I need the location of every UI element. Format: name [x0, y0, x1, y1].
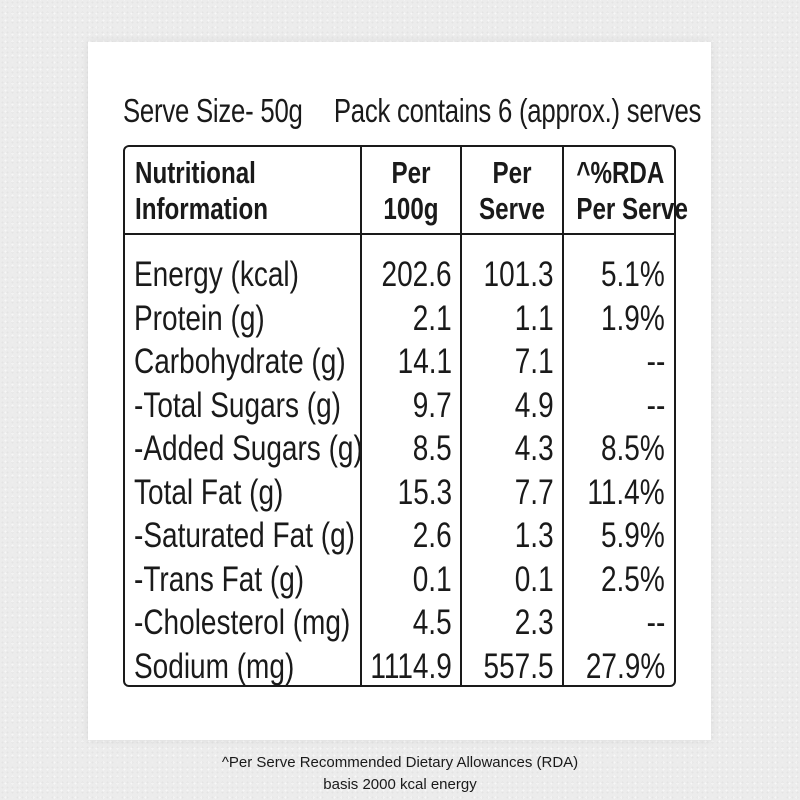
per-100g-value: 15.3	[397, 472, 453, 512]
per-serve-value: 1.1	[515, 298, 554, 338]
per-serve-value: 101.3	[483, 255, 554, 294]
per-serve-value: 0.1	[515, 559, 554, 599]
nutrient-name: Energy (kcal)	[134, 255, 299, 294]
per-100g-value: 0.1	[413, 559, 452, 599]
table-row: Energy (kcal) 202.6 101.3 5.1%	[125, 255, 674, 299]
header-per-100g: Per 100g	[383, 155, 439, 226]
column-divider	[360, 147, 362, 685]
table-row: Sodium (mg) 1114.9 557.5 27.9%	[125, 647, 674, 691]
per-100g-value: 202.6	[381, 255, 452, 294]
per-100g-value: 2.6	[413, 516, 452, 555]
serve-size: Serve Size- 50g	[123, 92, 303, 129]
header-rda-per-serve: ^%RDA Per Serve	[576, 155, 688, 226]
header-nutritional-information: Nutritional Information	[135, 155, 268, 226]
nutrient-name: -Cholesterol (mg)	[134, 603, 351, 642]
nutrient-name: Protein (g)	[134, 298, 265, 338]
rda-value: 11.4%	[587, 472, 665, 512]
table-row: -Added Sugars (g) 8.5 4.3 8.5%	[125, 429, 674, 473]
per-100g-value: 9.7	[413, 385, 452, 425]
per-100g-value: 4.5	[413, 603, 452, 642]
table-row: -Cholesterol (mg) 4.5 2.3 --	[125, 603, 674, 647]
per-serve-value: 557.5	[483, 646, 554, 686]
footnote-line-2: basis 2000 kcal energy	[323, 776, 477, 793]
nutrient-name: -Trans Fat (g)	[134, 559, 305, 599]
rda-value: --	[646, 603, 665, 642]
per-serve-value: 2.3	[515, 603, 554, 642]
rda-footnote: ^Per Serve Recommended Dietary Allowance…	[0, 752, 800, 796]
per-serve-value: 4.3	[515, 429, 554, 468]
column-divider	[460, 147, 462, 685]
nutrient-name: -Added Sugars (g)	[134, 429, 363, 468]
table-row: -Trans Fat (g) 0.1 0.1 2.5%	[125, 560, 674, 604]
nutrition-label-card	[88, 42, 711, 740]
rda-value: 8.5%	[601, 429, 665, 468]
pack-contains: Pack contains 6 (approx.) serves	[333, 92, 702, 129]
table-row: Total Fat (g) 15.3 7.7 11.4%	[125, 473, 674, 517]
per-serve-value: 4.9	[515, 385, 554, 425]
table-row: -Total Sugars (g) 9.7 4.9 --	[125, 386, 674, 430]
rda-value: 5.1%	[601, 255, 665, 294]
per-serve-value: 7.1	[515, 342, 554, 381]
nutrient-name: Total Fat (g)	[134, 472, 284, 512]
rda-value: 2.5%	[601, 559, 665, 599]
serving-info: Serve Size- 50g Pack contains 6 (approx.)…	[123, 92, 701, 136]
nutrient-name: -Saturated Fat (g)	[134, 516, 355, 555]
per-100g-value: 1114.9	[370, 646, 452, 686]
header-per-serve: Per Serve	[479, 155, 545, 226]
nutrition-table: Nutritional Information Per 100g Per Ser…	[123, 145, 688, 690]
nutrient-name: Sodium (mg)	[134, 646, 295, 686]
nutrient-name: Carbohydrate (g)	[134, 342, 346, 381]
per-100g-value: 14.1	[397, 342, 453, 381]
per-serve-value: 1.3	[515, 516, 554, 555]
table-row: -Saturated Fat (g) 2.6 1.3 5.9%	[125, 516, 674, 560]
rda-value: --	[646, 342, 665, 381]
rda-value: 27.9%	[585, 646, 665, 686]
rda-value: --	[646, 385, 665, 425]
nutrient-rows: Energy (kcal) 202.6 101.3 5.1% Protein (…	[125, 255, 674, 690]
rda-value: 1.9%	[601, 298, 665, 338]
rda-value: 5.9%	[601, 516, 665, 555]
table-row: Protein (g) 2.1 1.1 1.9%	[125, 299, 674, 343]
table-row: Carbohydrate (g) 14.1 7.1 --	[125, 342, 674, 386]
per-serve-value: 7.7	[515, 472, 554, 512]
per-100g-value: 8.5	[413, 429, 452, 468]
column-divider	[562, 147, 564, 685]
per-100g-value: 2.1	[413, 298, 452, 338]
footnote-line-1: ^Per Serve Recommended Dietary Allowance…	[221, 754, 579, 771]
nutrient-name: -Total Sugars (g)	[134, 385, 341, 425]
header-divider	[125, 233, 674, 235]
